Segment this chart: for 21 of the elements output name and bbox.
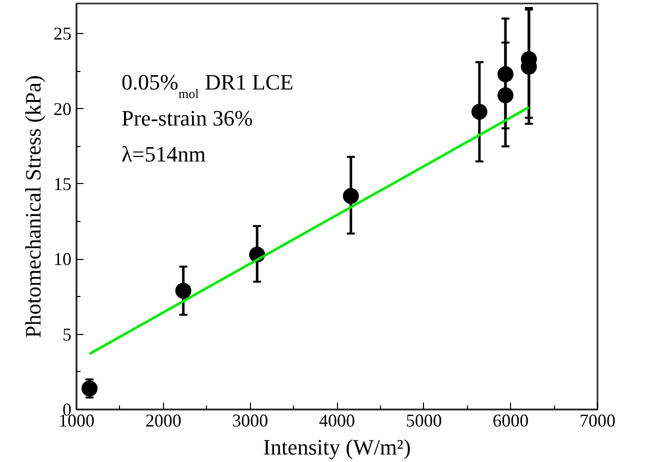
point — [175, 282, 192, 299]
x-tick-label: 3000 — [232, 410, 268, 430]
y-tick-label: 5 — [62, 324, 72, 344]
point — [497, 66, 514, 82]
y-tick-label: 25 — [54, 24, 72, 44]
x-tick-label: 6000 — [492, 410, 529, 430]
x-tick-label: 4000 — [319, 410, 355, 430]
annotation: Pre-strain 36% — [122, 106, 253, 130]
point — [497, 87, 514, 104]
point — [342, 188, 359, 204]
annotation: λ=514nm — [122, 142, 206, 166]
x-tick-label: 5000 — [406, 410, 442, 430]
x-tick-label: 2000 — [145, 410, 182, 430]
y-axis-title: Photomechanical Stress (kPa) — [20, 75, 46, 338]
y-tick-label: 20 — [54, 98, 72, 119]
point — [82, 380, 98, 396]
x-axis-title: Intensity (W/m²) — [263, 434, 411, 460]
y-tick-label: 10 — [54, 249, 72, 270]
x-tick-label: 7000 — [580, 410, 616, 430]
point — [471, 104, 488, 120]
y-tick-label: 15 — [54, 174, 72, 194]
